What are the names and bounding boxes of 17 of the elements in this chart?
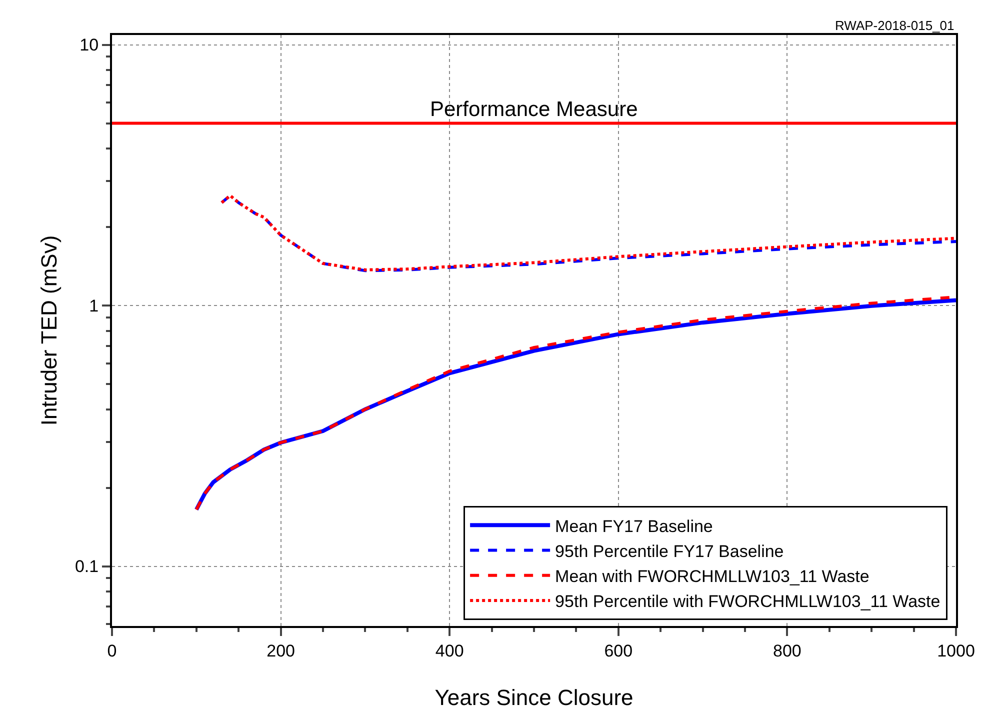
x-tick-label: 800 bbox=[773, 641, 802, 660]
legend-label: Mean with FWORCHMLLW103_11 Waste bbox=[555, 566, 870, 586]
x-tick-label: 200 bbox=[266, 641, 295, 660]
ref-line-label: Performance Measure bbox=[430, 98, 638, 121]
legend-label: 95th Percentile FY17 Baseline bbox=[555, 542, 784, 561]
x-tick-label: 600 bbox=[604, 641, 633, 660]
y-tick-label: 0.1 bbox=[74, 557, 99, 576]
y-axis-title: Intruder TED (mSv) bbox=[36, 235, 62, 426]
x-tick-label: 400 bbox=[435, 641, 464, 660]
y-tick-label: 10 bbox=[80, 36, 99, 55]
x-tick-label: 0 bbox=[107, 641, 117, 660]
legend-label: 95th Percentile with FWORCHMLLW103_11 Waste bbox=[555, 592, 940, 612]
y-tick-label: 1 bbox=[89, 296, 99, 316]
legend-label: Mean FY17 Baseline bbox=[555, 516, 713, 536]
text: RWAP-2018-015_01 bbox=[835, 18, 954, 33]
x-tick-label: 1000 bbox=[937, 641, 975, 660]
x-axis-title: Years Since Closure bbox=[434, 684, 634, 710]
